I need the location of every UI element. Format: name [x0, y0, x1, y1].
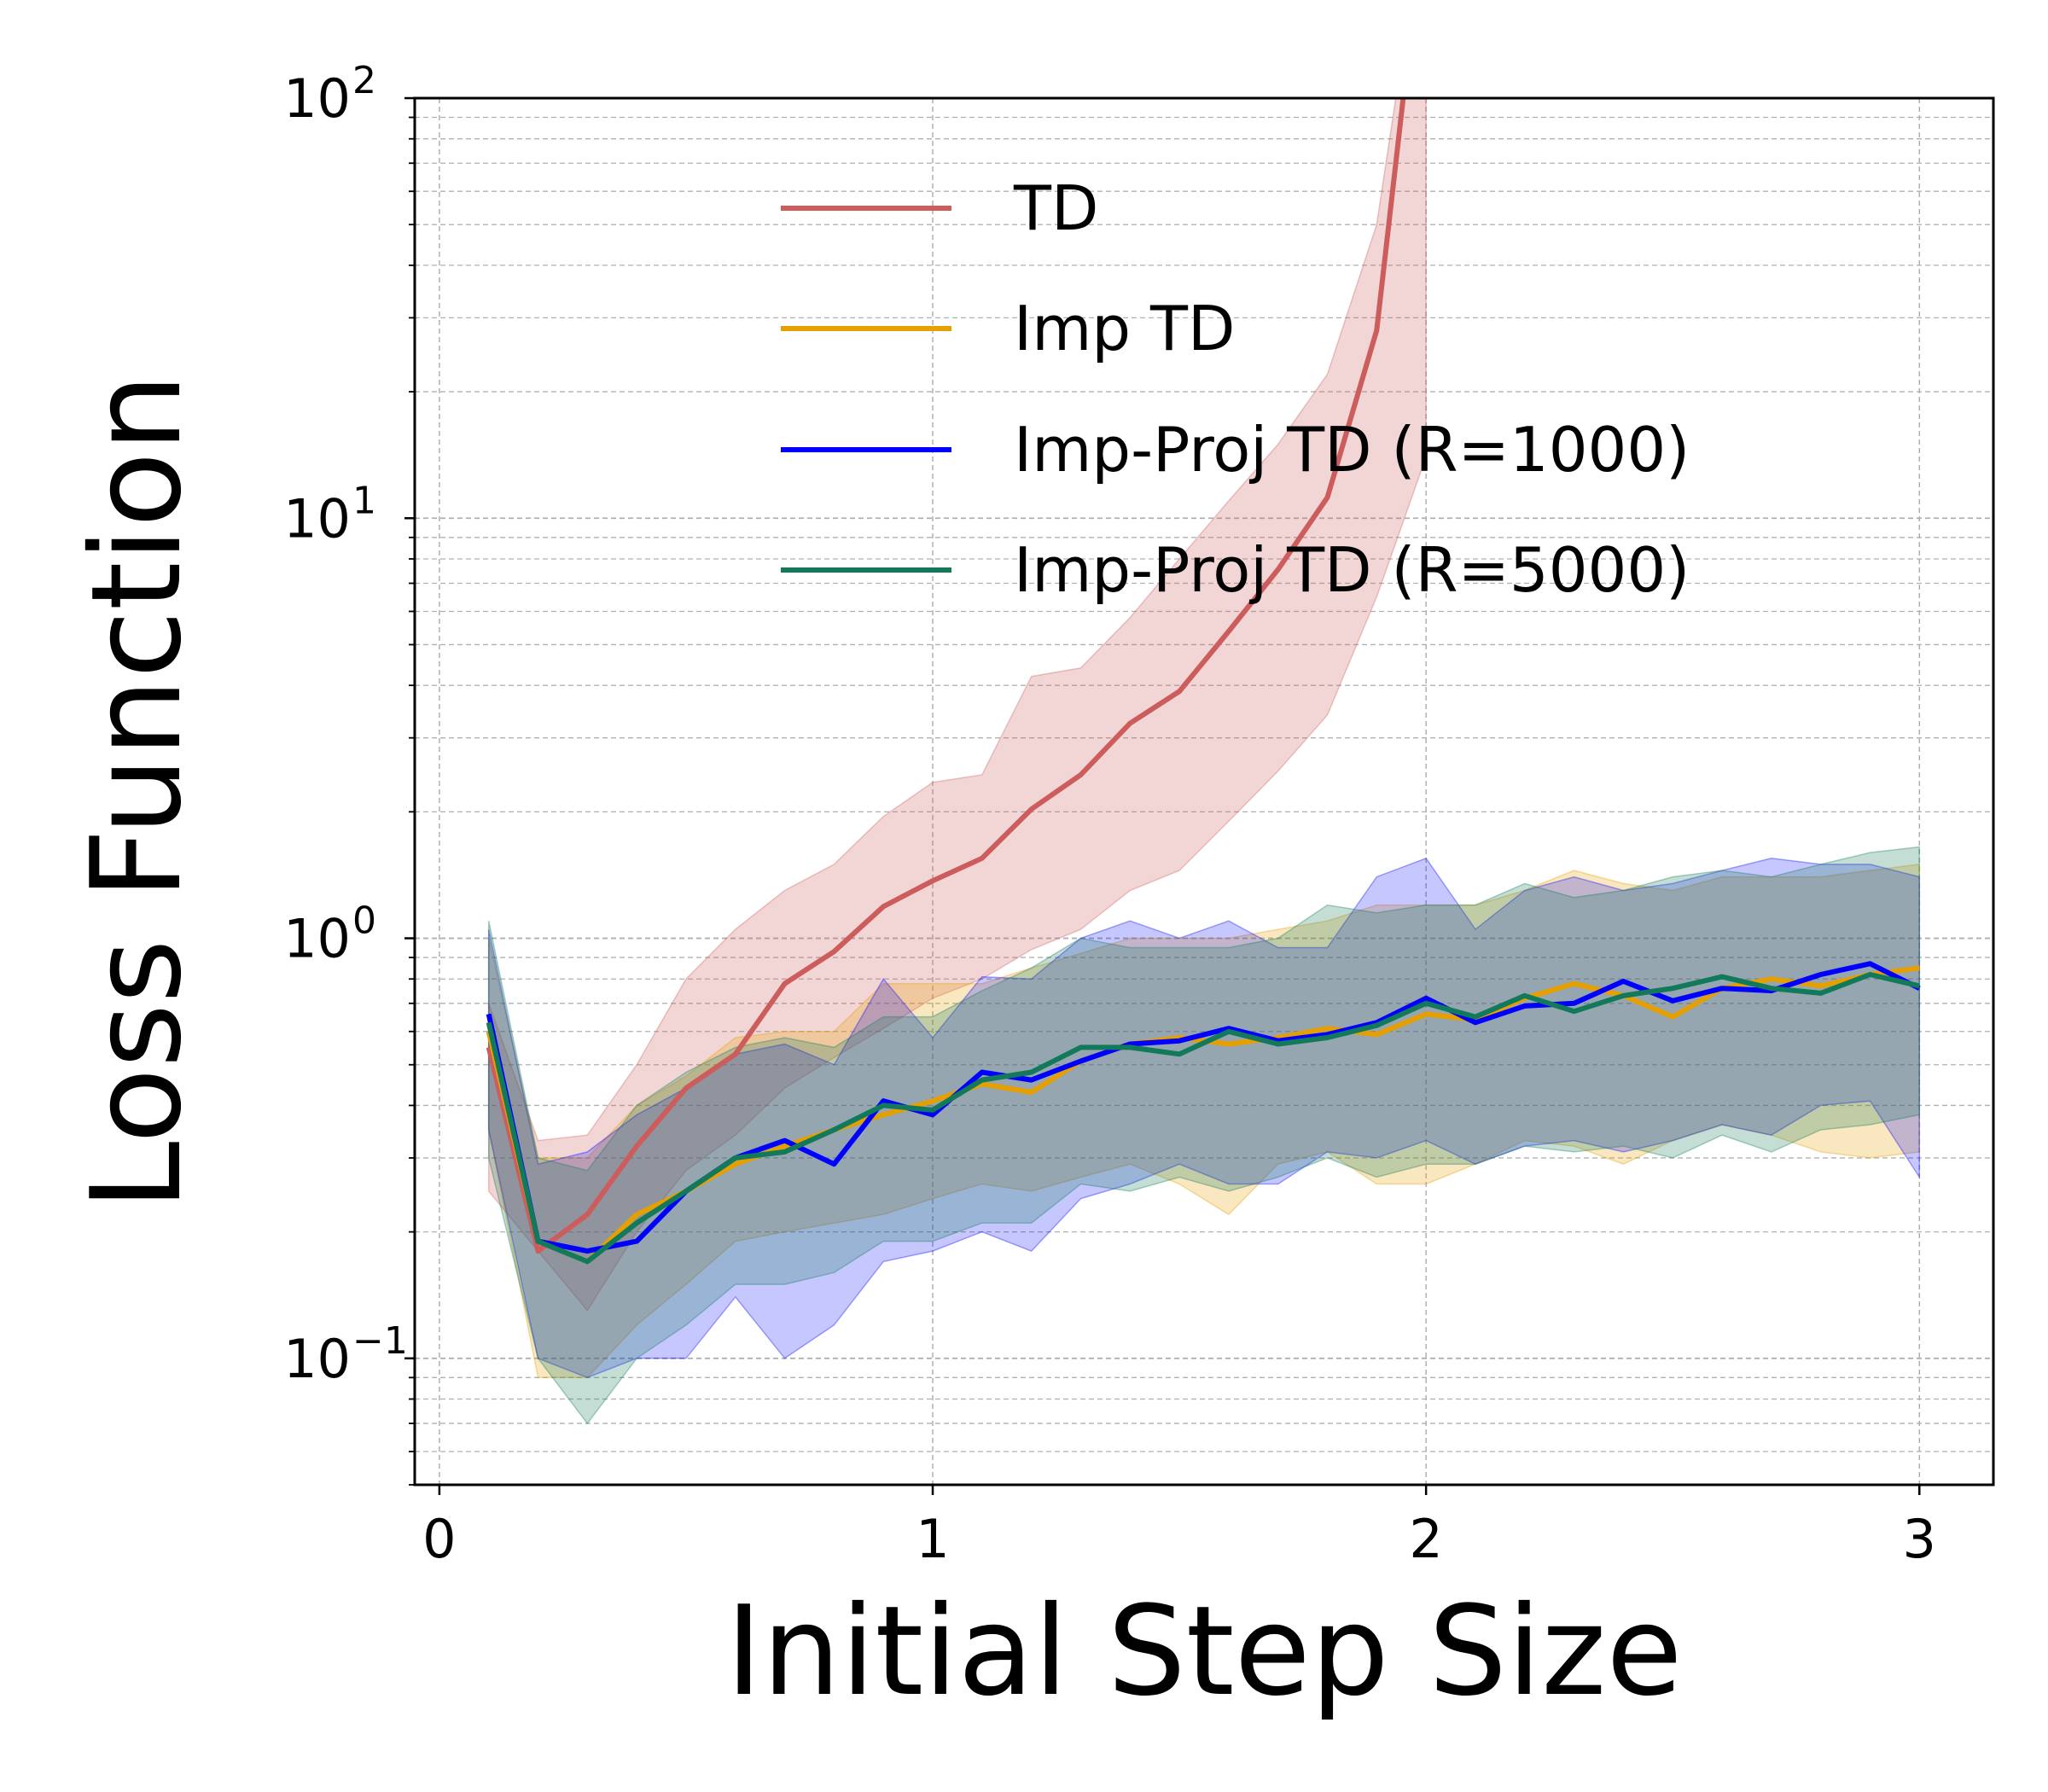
legend: TD Imp TD Imp-Proj TD (R=1000) Imp-Proj … — [781, 172, 1690, 606]
line-td — [486, 98, 1406, 1254]
y-axis-title: Loss Function — [65, 374, 209, 1211]
band-imp-td — [487, 864, 1921, 1379]
y-tick-base: 10 — [283, 67, 351, 130]
y-tick-exponent: −1 — [352, 1319, 408, 1363]
legend-label-td: TD — [1013, 172, 1098, 244]
x-tick-label: 1 — [916, 1508, 949, 1570]
band-td — [487, 98, 1427, 1312]
x-tick-label: 2 — [1409, 1508, 1442, 1570]
legend-label-imp-proj-r5000: Imp-Proj TD (R=5000) — [1014, 534, 1690, 606]
x-axis-title: Initial Step Size — [725, 1580, 1682, 1724]
x-tick-label: 0 — [422, 1508, 456, 1570]
band-imp-proj-td-r-5000 — [487, 846, 1921, 1425]
y-tick-label: 10 −1 — [283, 1319, 408, 1390]
y-tick-base: 10 — [283, 1328, 351, 1390]
x-tick-label: 3 — [1903, 1508, 1936, 1570]
line-imp-proj-td-r-5000 — [486, 972, 1920, 1265]
y-tick-label: 10 1 — [283, 479, 376, 550]
plot-frame — [413, 96, 1995, 1487]
y-tick-exponent: 2 — [352, 59, 376, 102]
legend-label-imp-td: Imp TD — [1014, 293, 1235, 364]
y-tick-base: 10 — [283, 487, 351, 550]
y-tick-exponent: 0 — [352, 899, 376, 943]
y-tick-label: 10 2 — [283, 59, 376, 130]
y-tick-base: 10 — [283, 908, 351, 970]
series-lines — [486, 98, 1921, 1265]
y-tick-exponent: 1 — [352, 479, 376, 522]
y-tick-label: 10 0 — [283, 899, 376, 970]
legend-label-imp-proj-r1000: Imp-Proj TD (R=1000) — [1014, 414, 1690, 486]
